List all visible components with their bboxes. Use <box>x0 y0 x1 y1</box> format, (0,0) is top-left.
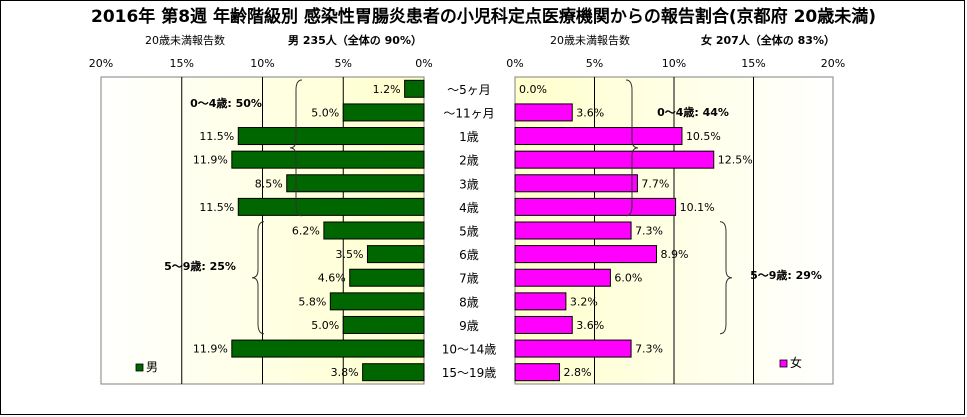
right-header-total: 女 207人（全体の 83%） <box>701 33 835 47</box>
male-bar <box>342 315 425 334</box>
male-value-label: 5.0% <box>311 319 339 332</box>
female-bar <box>514 127 683 146</box>
female-bar <box>514 268 611 287</box>
male-bar <box>366 245 425 264</box>
male-value-label: 3.5% <box>336 248 364 261</box>
female-bar <box>514 292 567 311</box>
right-tick-label: 15% <box>741 57 765 70</box>
male-value-label: 11.5% <box>199 201 234 214</box>
left-tick-label: 10% <box>250 57 274 70</box>
female-value-label: 7.3% <box>635 225 663 238</box>
male-bar <box>362 363 425 382</box>
right-tick-label: 5% <box>586 57 603 70</box>
female-legend-label: 女 <box>790 355 802 370</box>
male-bar <box>231 339 425 358</box>
female-value-label: 10.1% <box>680 201 715 214</box>
male-bar <box>329 292 425 311</box>
category-label: 15～19歳 <box>442 366 497 380</box>
male-value-label: 1.2% <box>373 83 401 96</box>
right-tick-label: 20% <box>821 57 845 70</box>
category-label: ～5ヶ月 <box>447 83 491 97</box>
female-value-label: 3.6% <box>576 106 604 119</box>
category-label: 1歳 <box>459 130 479 144</box>
male-bar <box>231 150 425 169</box>
chart-title: 2016年 第8週 年齢階級別 感染性胃腸炎患者の小児科定点医療機関からの報告割… <box>90 7 876 27</box>
female-value-label: 7.3% <box>635 343 663 356</box>
female-bar <box>514 315 573 334</box>
category-label: 6歳 <box>459 248 479 262</box>
female-bar <box>514 363 561 382</box>
left-tick-label: 20% <box>89 57 113 70</box>
female-legend-swatch <box>779 359 788 368</box>
female-bar <box>514 245 658 264</box>
male-bar <box>286 174 425 193</box>
female-value-label: 12.5% <box>718 154 753 167</box>
male-value-label: 8.5% <box>255 177 283 190</box>
female-bar <box>514 221 632 240</box>
male-bar <box>237 197 425 216</box>
male-value-label: 11.9% <box>193 343 228 356</box>
right-tick-label: 10% <box>662 57 686 70</box>
category-label: 2歳 <box>459 154 479 168</box>
female-group-brace <box>625 79 639 217</box>
male-group-label: 5～9歳: 25% <box>164 259 236 273</box>
right-tick-label: 0% <box>506 57 523 70</box>
male-legend-label: 男 <box>146 360 158 374</box>
male-value-label: 6.2% <box>292 225 320 238</box>
male-legend-swatch <box>135 363 144 372</box>
right-header-count-label: 20歳未満報告数 <box>550 34 630 47</box>
category-label: ～11ヶ月 <box>443 106 494 120</box>
female-value-label: 7.7% <box>641 177 669 190</box>
female-value-label: 6.0% <box>614 272 642 285</box>
category-label: 3歳 <box>459 177 479 191</box>
male-value-label: 11.9% <box>193 154 228 167</box>
male-bar <box>404 79 425 98</box>
male-group-label: 0～4歳: 50% <box>190 96 262 110</box>
female-value-label: 3.2% <box>570 295 598 308</box>
female-group-brace <box>719 221 733 335</box>
male-value-label: 5.0% <box>311 106 339 119</box>
male-group-brace <box>289 79 303 217</box>
category-label: 7歳 <box>459 272 479 286</box>
category-label: 4歳 <box>459 201 479 215</box>
female-bar <box>514 103 573 122</box>
male-value-label: 11.5% <box>199 130 234 143</box>
female-bar <box>514 197 677 216</box>
category-label: 9歳 <box>459 319 479 333</box>
category-label: 10～14歳 <box>442 343 497 357</box>
category-label: 8歳 <box>459 295 479 309</box>
male-value-label: 3.8% <box>331 366 359 379</box>
male-value-label: 5.8% <box>298 295 326 308</box>
left-tick-label: 5% <box>335 57 352 70</box>
female-value-label: 8.9% <box>661 248 689 261</box>
male-bar <box>323 221 425 240</box>
female-value-label: 0.0% <box>519 83 547 96</box>
left-header-count-label: 20歳未満報告数 <box>145 34 225 47</box>
male-bar <box>237 127 425 146</box>
male-bar <box>349 268 425 287</box>
category-label: 5歳 <box>459 225 479 239</box>
male-value-label: 4.6% <box>318 272 346 285</box>
left-header-total: 男 235人（全体の 90%） <box>288 33 422 47</box>
female-value-label: 10.5% <box>686 130 721 143</box>
female-value-label: 2.8% <box>564 366 592 379</box>
left-tick-label: 0% <box>415 57 432 70</box>
female-bar <box>514 150 715 169</box>
male-group-brace <box>251 221 265 335</box>
female-bar <box>514 174 638 193</box>
male-bar <box>342 103 425 122</box>
female-bar <box>514 339 632 358</box>
female-value-label: 3.6% <box>576 319 604 332</box>
female-group-label: 5～9歳: 29% <box>750 268 822 282</box>
left-tick-label: 15% <box>170 57 194 70</box>
female-group-label: 0～4歳: 44% <box>657 105 729 119</box>
